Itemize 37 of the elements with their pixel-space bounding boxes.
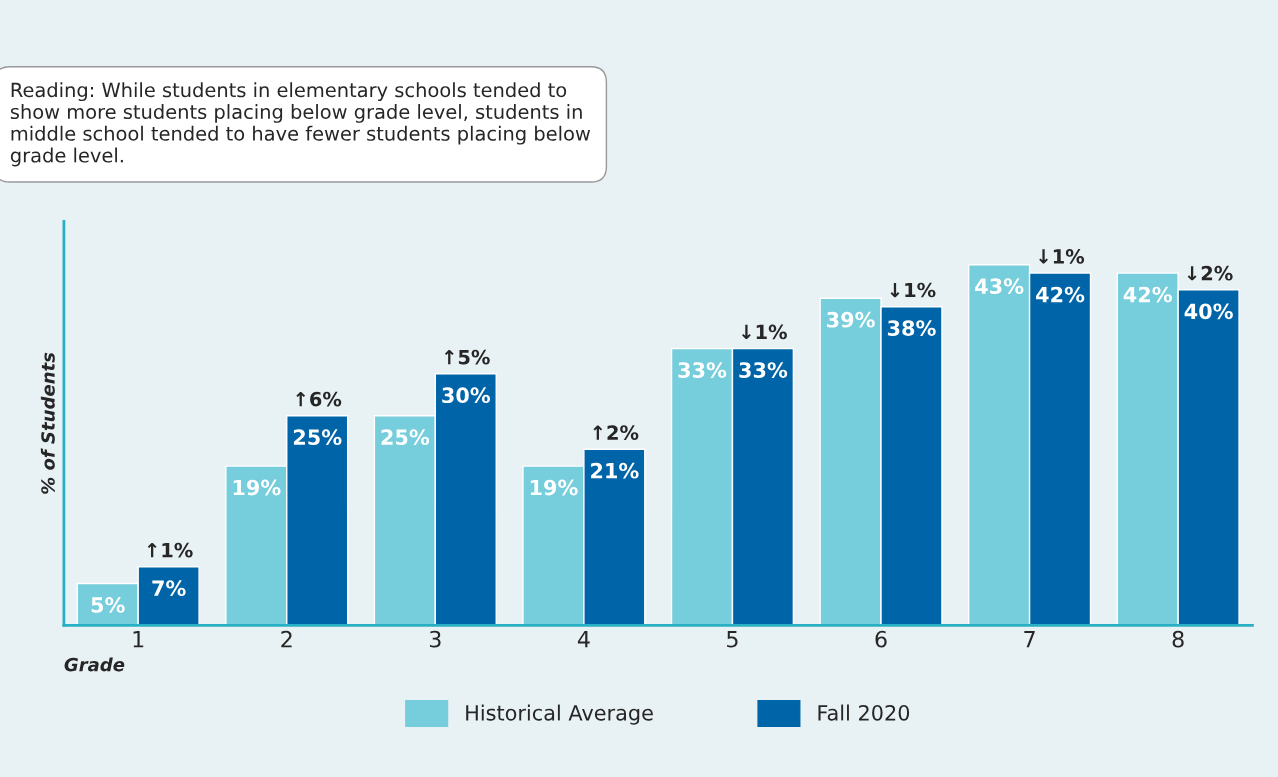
data-label: 30%: [442, 387, 491, 404]
x-tick-label: 8: [1172, 630, 1184, 648]
data-label: 40%: [1184, 303, 1233, 320]
x-tick-label: 4: [577, 631, 590, 648]
annotation: ↑2%: [593, 425, 639, 440]
data-label: 42%: [1123, 286, 1172, 303]
legend-label: Historical Average: [466, 704, 653, 725]
data-label: 33%: [678, 362, 727, 378]
x-tick-label: 6: [875, 630, 887, 648]
x-tick-label: 3: [429, 630, 441, 648]
x-tick-label: 1: [133, 631, 144, 648]
annotation: ↑6%: [296, 391, 342, 407]
data-label: 21%: [591, 462, 639, 479]
y-axis-title: % of Students: [40, 352, 55, 494]
annotation: ↓1%: [742, 324, 787, 340]
annotation: ↑1%: [147, 542, 193, 558]
data-label: 19%: [530, 479, 578, 496]
annotation: ↓2%: [1187, 265, 1233, 281]
legend-label: Fall 2020: [818, 704, 910, 721]
annotation: ↓1%: [1039, 249, 1085, 264]
data-label: 43%: [975, 278, 1024, 295]
data-label: 33%: [739, 362, 788, 378]
annotation: ↓1%: [890, 282, 936, 298]
data-label: 7%: [152, 580, 186, 597]
annotation: ↑5%: [444, 349, 490, 365]
x-tick-label: 7: [1024, 631, 1035, 648]
data-label: 19%: [233, 479, 281, 496]
x-tick-label: 2: [281, 630, 292, 648]
data-label: 5%: [91, 597, 125, 613]
x-axis-title: Grade: [64, 657, 125, 672]
data-label: 38%: [887, 320, 936, 336]
x-tick-label: 5: [727, 631, 738, 648]
text: Reading: While students in elementary schools tended to show more students placing below grade level, students in middle school tended to have fewer students placing below grade level.: [10, 82, 591, 167]
data-label: 39%: [827, 311, 875, 328]
data-label: 25%: [293, 429, 342, 446]
data-label: 25%: [381, 429, 430, 446]
data-label: 42%: [1036, 286, 1085, 303]
